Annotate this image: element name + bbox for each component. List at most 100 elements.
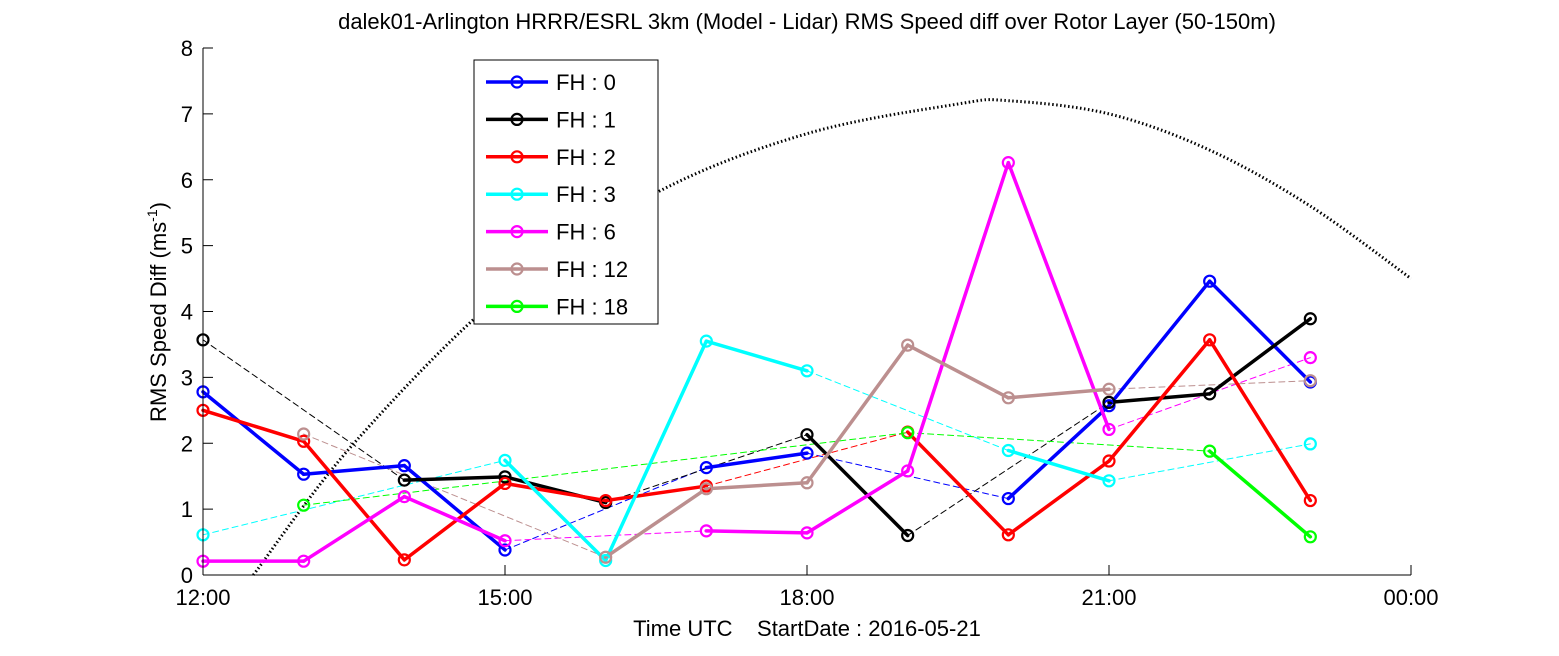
series-1-point-4 [800, 428, 814, 442]
series-4-segment [301, 494, 407, 563]
series-2-point-8 [1102, 454, 1116, 468]
series-0-segment [1006, 403, 1111, 501]
series-2-point-2 [397, 553, 411, 567]
series-5-segment [603, 486, 709, 559]
series-0-segment [301, 463, 407, 476]
series-0-segment [704, 451, 809, 470]
series-0-point-6 [1001, 491, 1015, 506]
series-2-segment [201, 408, 306, 444]
y-tick-label: 5 [181, 234, 193, 259]
plot-area [203, 48, 1411, 575]
series-2-point-10 [1303, 493, 1317, 508]
series-3-point-7 [1303, 437, 1317, 451]
series-2-segment [402, 481, 507, 562]
legend-marker-3 [510, 187, 524, 201]
series-1-point-8 [1303, 312, 1317, 326]
series-2-point-3 [498, 476, 512, 491]
series-0-segment [201, 390, 306, 476]
legend-label-0: FH : 0 [556, 70, 616, 95]
x-tick-label: 18:00 [779, 585, 834, 610]
legend-box [473, 59, 659, 325]
series-4-gap-segment [1108, 357, 1311, 430]
y-axis-label-end: ) [146, 202, 171, 209]
series-3-segment [503, 458, 608, 563]
y-tick-label: 3 [181, 365, 193, 390]
series-0-point-3 [498, 543, 512, 557]
series-4-segment [402, 494, 507, 543]
x-axis-label: Time UTC StartDate : 2016-05-21 [633, 616, 981, 641]
series-4-point-7 [1001, 156, 1015, 170]
series-6-gap-segment [907, 432, 1211, 452]
y-tick-label: 8 [181, 36, 193, 61]
y-tick-label: 0 [181, 563, 193, 588]
series-4-segment [905, 160, 1011, 473]
legend: FH : 0 FH : 1 FH : 2 FH : 3 FH : 6 FH : 12 FH … [473, 59, 659, 325]
y-axis-label-sup: -1 [144, 209, 160, 222]
series-5-point-7 [1303, 374, 1317, 388]
series-0-point-2 [397, 459, 411, 473]
series-2-segment [905, 430, 1011, 537]
series-3-segment [1006, 448, 1111, 483]
legend-marker-2 [510, 150, 524, 164]
legend-label-6: FH : 18 [556, 294, 628, 319]
x-tick-label: 15:00 [477, 585, 532, 610]
legend-marker-6 [510, 299, 524, 313]
series-3-gap-segment [806, 370, 1009, 451]
series-4-segment [805, 469, 910, 535]
legend-label-3: FH : 3 [556, 182, 616, 207]
legend-label-4: FH : 6 [556, 220, 616, 245]
series-6-point-3 [1303, 530, 1317, 544]
series-2-point-9 [1203, 333, 1217, 347]
y-tick-label: 1 [181, 497, 193, 522]
series-4-point-2 [397, 490, 411, 504]
series-5-segment [704, 481, 809, 491]
series-4-point-3 [498, 534, 512, 548]
series-4-point-8 [1102, 422, 1116, 437]
series-0-point-5 [800, 446, 814, 460]
series-1-point-5 [901, 528, 915, 543]
series-3-gap-segment [202, 459, 506, 536]
series-3-point-1 [498, 453, 512, 467]
chart-title: dalek01-Arlington HRRR/ESRL 3km (Model -… [338, 9, 1276, 34]
series-2-segment [1107, 338, 1212, 463]
series-6-point-1 [901, 426, 915, 440]
y-tick-label: 6 [181, 168, 193, 193]
series-1-point-2 [498, 470, 512, 484]
series-5-segment [1006, 387, 1111, 400]
series-5-point-3 [800, 476, 814, 490]
series-1-gap-segment [202, 339, 405, 481]
series-6-point-0 [297, 498, 311, 512]
series-1-point-7 [1203, 387, 1217, 401]
series-3-point-6 [1102, 474, 1116, 488]
x-tick-label: 21:00 [1081, 585, 1136, 610]
series-line-layer [201, 160, 1313, 563]
series-5-point-5 [1001, 391, 1015, 405]
series-0-segment [1107, 279, 1212, 408]
series-4-point-9 [1303, 351, 1317, 365]
series-0-gap-segment [504, 467, 707, 551]
legend-marker-4 [510, 225, 524, 239]
series-1-segment [402, 475, 507, 482]
series-5-gap-segment [303, 433, 607, 558]
legend-label-2: FH : 2 [556, 145, 616, 170]
series-1-point-6 [1102, 395, 1116, 410]
series-6-point-2 [1203, 444, 1217, 458]
x-tick-label: 12:00 [175, 585, 230, 610]
series-4-point-5 [800, 526, 814, 540]
series-3-segment [603, 339, 709, 563]
reference-curve [252, 98, 1412, 576]
series-4-point-4 [699, 524, 713, 538]
y-tick-label: 2 [181, 431, 193, 456]
legend-marker-5 [510, 262, 524, 276]
series-5-gap-segment [1108, 380, 1311, 390]
series-4-segment [1006, 160, 1111, 432]
series-6-segment [1207, 449, 1313, 539]
series-5-point-4 [901, 338, 915, 352]
series-2-segment [603, 484, 709, 503]
reference-curve-layer [252, 98, 1412, 576]
series-1-point-1 [397, 473, 411, 487]
series-2-segment [301, 439, 407, 562]
axes-layer: 0 1 2 3 4 5 6 7 8 12:00 15:00 18:00 21:00 00:00 [175, 36, 1438, 610]
series-0-point-1 [297, 467, 311, 481]
y-axis-label: RMS Speed Diff (ms-1) [144, 202, 171, 422]
